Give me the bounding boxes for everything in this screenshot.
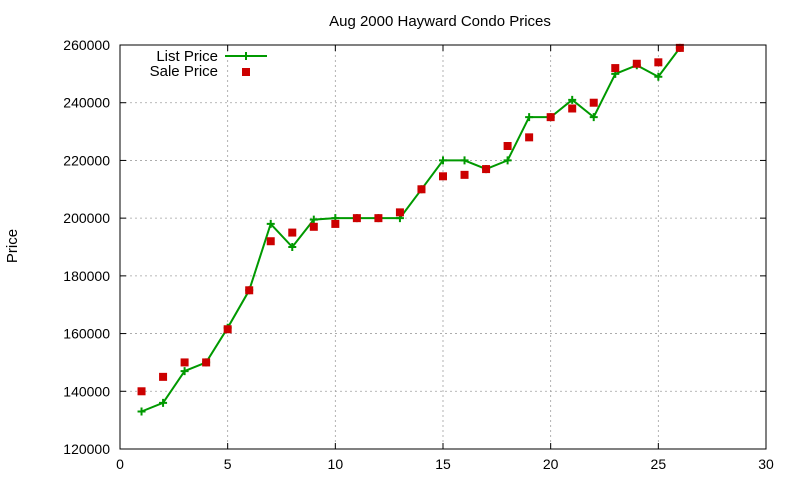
y-tick-label-220000: 220000	[63, 152, 110, 168]
x-tick-label-0: 0	[116, 456, 124, 472]
legend-label-sale-price: Sale Price	[150, 63, 218, 80]
sale-price-point	[266, 237, 275, 246]
list-price-point	[159, 398, 168, 407]
sale-price-point	[331, 219, 340, 228]
list-price-point	[589, 113, 598, 122]
x-tick-label-25: 25	[651, 456, 667, 472]
sale-price-point	[309, 222, 318, 231]
list-price-point	[266, 219, 275, 228]
sale-price-point	[611, 64, 620, 73]
sale-price-point	[503, 142, 512, 150]
legend-label-list-price: List Price	[156, 48, 218, 65]
list-price-point	[654, 72, 663, 81]
sale-price-point	[417, 185, 426, 194]
x-tick-label-15: 15	[435, 456, 451, 472]
y-tick-label-240000: 240000	[63, 95, 110, 111]
sale-price-point	[568, 104, 577, 113]
sale-price-point	[482, 165, 491, 174]
chart-title: Aug 2000 Hayward Condo Prices	[329, 13, 551, 30]
legend-marker-list-price	[242, 52, 250, 60]
y-tick-label-160000: 160000	[63, 326, 110, 342]
list-price-point	[288, 243, 297, 251]
x-tick-label-5: 5	[224, 456, 232, 472]
sale-price-point	[245, 286, 254, 295]
sale-price-point	[180, 358, 189, 367]
axis-ticks: 0 5 10 15 20 25 30 120000 140000 160000 180000 2000…	[63, 37, 774, 472]
y-tick-label-200000: 200000	[63, 210, 110, 226]
list-price-point	[525, 113, 534, 122]
legend-marker-sale-price	[242, 68, 250, 76]
y-axis-title: Price	[4, 229, 21, 263]
list-price-point	[460, 156, 469, 165]
x-tick-label-20: 20	[543, 456, 559, 472]
list-price-point	[309, 215, 318, 224]
sale-price-point	[223, 325, 232, 334]
y-tick-label-140000: 140000	[63, 383, 110, 399]
sale-price-point	[137, 387, 146, 396]
y-tick-label-260000: 260000	[63, 37, 110, 53]
sale-price-point	[675, 43, 684, 52]
x-tick-label-30: 30	[758, 456, 774, 472]
y-tick-label-120000: 120000	[63, 441, 110, 457]
sale-price-point	[525, 133, 534, 142]
sale-price-point	[632, 59, 641, 68]
list-price-point	[568, 95, 577, 104]
y-tick-label-180000: 180000	[63, 268, 110, 284]
sale-price-point	[395, 208, 404, 217]
sale-price-point	[159, 372, 168, 381]
grid-lines	[120, 45, 766, 449]
sale-price-point	[202, 358, 211, 367]
sale-price-point	[654, 58, 663, 67]
list-price-point	[180, 367, 189, 376]
list-price-point	[503, 156, 512, 165]
list-price-point	[439, 156, 447, 165]
list-price-line	[141, 47, 681, 413]
sale-price-point	[460, 170, 469, 179]
sale-price-point	[374, 214, 383, 223]
sale-price-point	[439, 172, 447, 181]
sale-price-point	[546, 113, 555, 122]
sale-price-point	[352, 214, 361, 223]
x-tick-label-10: 10	[328, 456, 344, 472]
series-layer	[137, 43, 684, 416]
list-price-point	[137, 407, 146, 416]
sale-price-point	[288, 228, 297, 237]
sale-price-point	[589, 98, 598, 107]
